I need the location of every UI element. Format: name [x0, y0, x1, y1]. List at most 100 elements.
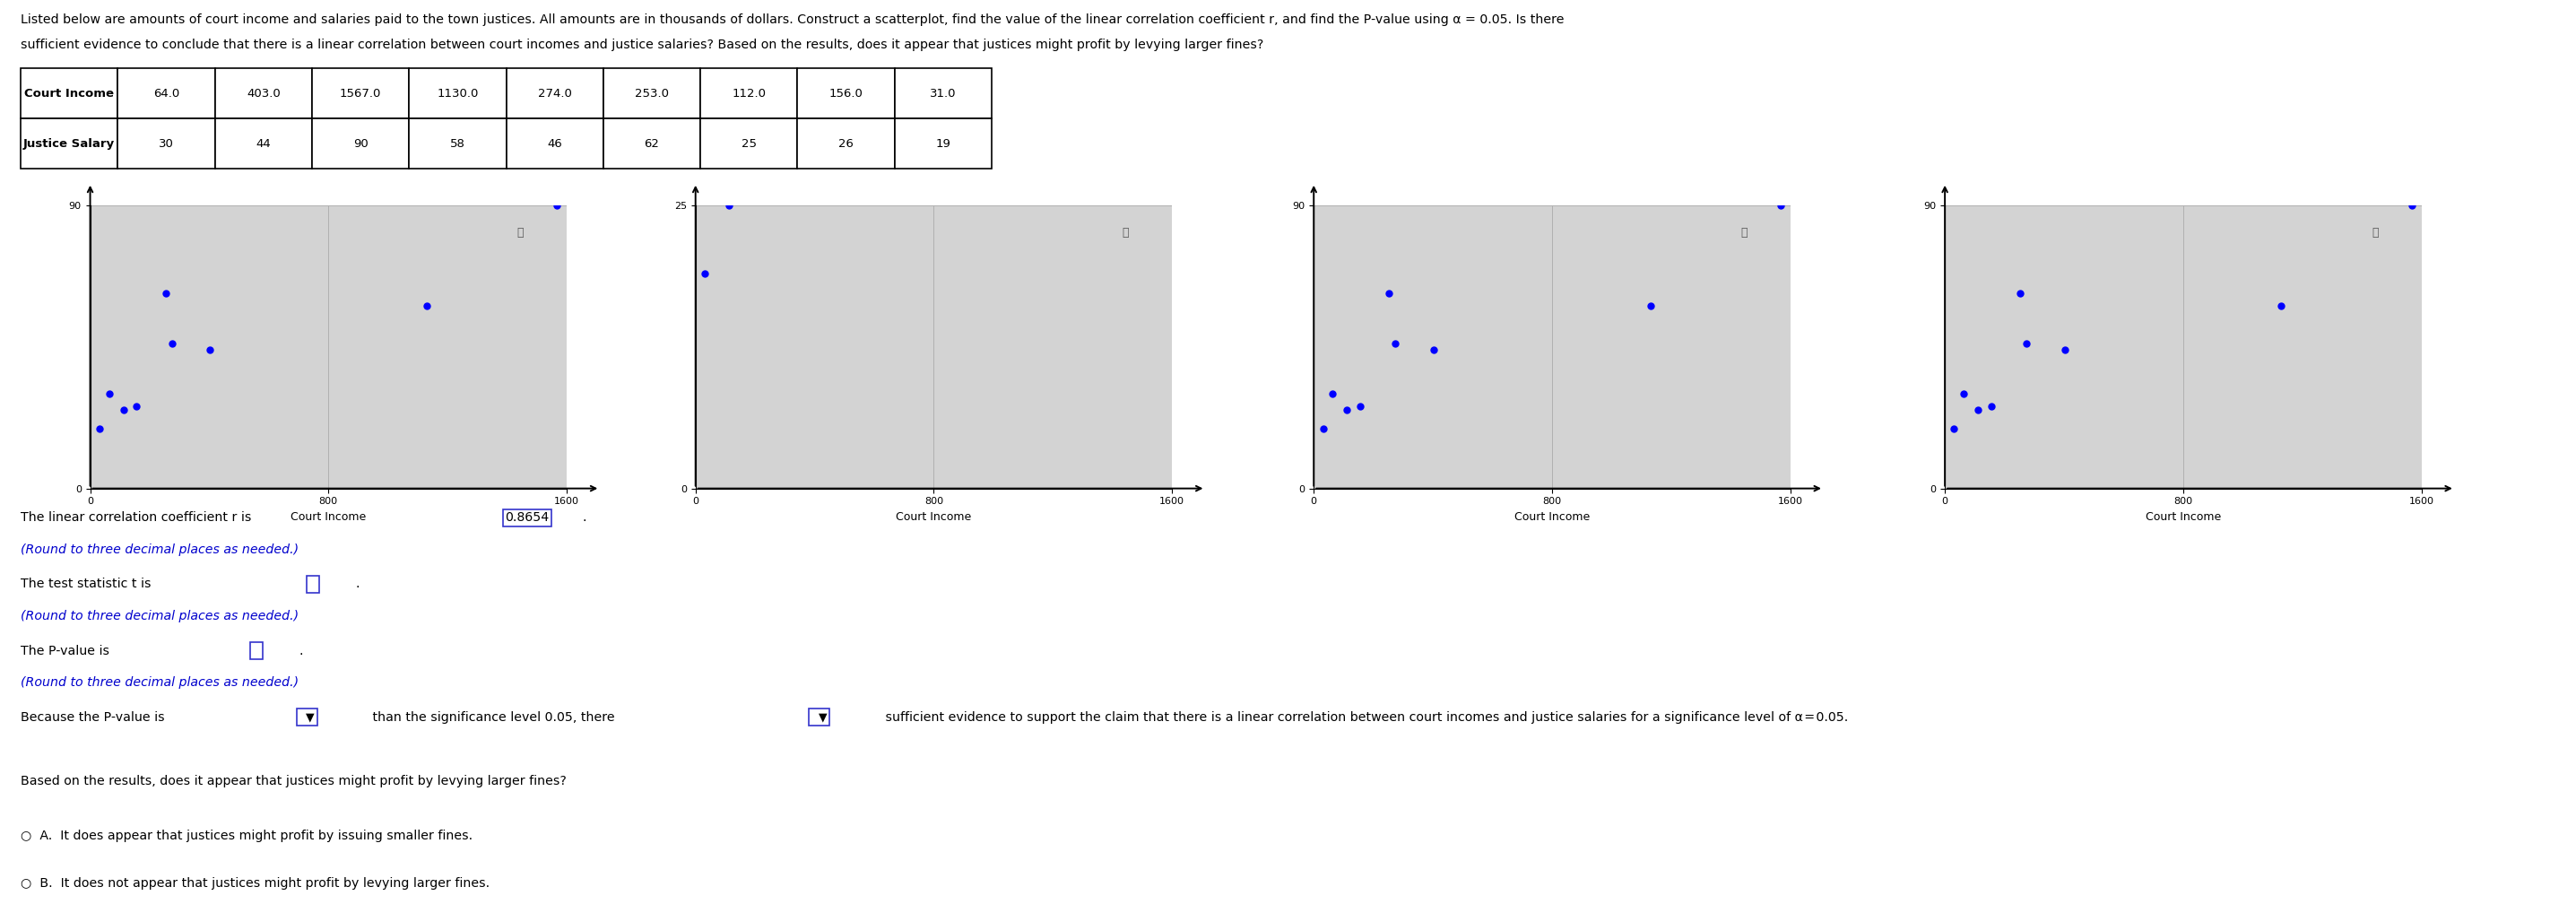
Point: [1935, 422, 1976, 436]
X-axis label: Court Income: Court Income: [291, 511, 366, 523]
Text: Based on the results, does it appear that justices might profit by levying large: Based on the results, does it appear tha…: [21, 775, 567, 788]
Text: 156.0: 156.0: [829, 88, 863, 100]
Circle shape: [1069, 213, 1182, 253]
Text: 90: 90: [353, 138, 368, 150]
Text: 19: 19: [935, 138, 951, 150]
Text: ○  A.  It does appear that justices might profit by issuing smaller fines.: ○ A. It does appear that justices might …: [21, 830, 471, 843]
Text: than the significance level 0.05, there: than the significance level 0.05, there: [368, 711, 618, 724]
Text: .: .: [299, 645, 304, 657]
Point: [693, 142, 734, 156]
Text: .: .: [355, 578, 361, 591]
Point: [1971, 399, 2012, 414]
Bar: [118, 68, 214, 119]
Point: [1999, 286, 2040, 300]
Text: ⤢: ⤢: [2372, 227, 2378, 238]
Text: 58: 58: [451, 138, 466, 150]
Bar: [505, 68, 603, 119]
Point: [1327, 403, 1368, 417]
Text: 25: 25: [742, 138, 757, 150]
Point: [116, 399, 157, 414]
Bar: [312, 119, 410, 169]
Text: 62: 62: [644, 138, 659, 150]
Text: (Round to three decimal places as needed.): (Round to three decimal places as needed…: [21, 543, 299, 556]
Text: ⤢: ⤢: [518, 227, 523, 238]
Text: .: .: [582, 511, 587, 524]
Point: [1303, 422, 1345, 436]
Bar: [799, 119, 894, 169]
Text: 31.0: 31.0: [930, 88, 956, 100]
Bar: [894, 68, 992, 119]
Text: sufficient evidence to conclude that there is a linear correlation between court: sufficient evidence to conclude that the…: [21, 38, 1265, 51]
Text: Court Income: Court Income: [23, 88, 113, 100]
Point: [2007, 337, 2048, 352]
Text: Justice Salary: Justice Salary: [23, 138, 116, 150]
Point: [1759, 198, 1801, 213]
Bar: [410, 68, 505, 119]
Text: 253.0: 253.0: [634, 88, 670, 100]
Text: Listed below are amounts of court income and salaries paid to the town justices.: Listed below are amounts of court income…: [21, 14, 1564, 26]
Bar: [603, 68, 701, 119]
Bar: [894, 119, 992, 169]
Point: [144, 286, 185, 300]
Point: [2045, 342, 2087, 357]
Point: [103, 403, 144, 417]
Text: 26: 26: [840, 138, 853, 150]
Text: The P-value is: The P-value is: [21, 645, 113, 657]
Bar: [214, 119, 312, 169]
Point: [80, 422, 121, 436]
Text: ▼: ▼: [811, 711, 827, 723]
Circle shape: [464, 213, 577, 253]
Bar: [21, 68, 118, 119]
Point: [88, 387, 129, 402]
Text: 274.0: 274.0: [538, 88, 572, 100]
Point: [1958, 403, 1999, 417]
Point: [152, 337, 193, 352]
Bar: [312, 68, 410, 119]
Text: (Round to three decimal places as needed.): (Round to three decimal places as needed…: [21, 677, 299, 689]
Text: 64.0: 64.0: [152, 88, 180, 100]
Point: [1340, 399, 1381, 414]
Point: [407, 299, 448, 313]
Point: [1414, 342, 1455, 357]
Bar: [701, 119, 799, 169]
Point: [1311, 387, 1352, 402]
Circle shape: [1687, 213, 1801, 253]
Text: 112.0: 112.0: [732, 88, 765, 100]
Point: [191, 342, 232, 357]
Bar: [118, 119, 214, 169]
Text: 44: 44: [255, 138, 270, 150]
X-axis label: Court Income: Court Income: [896, 511, 971, 523]
Text: Because the P-value is: Because the P-value is: [21, 711, 167, 724]
Text: ⤢: ⤢: [1123, 227, 1128, 238]
Point: [1368, 286, 1409, 300]
X-axis label: Court Income: Court Income: [2146, 511, 2221, 523]
Point: [2391, 198, 2432, 213]
Point: [708, 198, 750, 213]
Point: [1631, 299, 1672, 313]
Bar: [21, 119, 118, 169]
Bar: [214, 68, 312, 119]
Point: [1376, 337, 1417, 352]
Bar: [410, 119, 505, 169]
Point: [536, 198, 577, 213]
Text: 46: 46: [546, 138, 562, 150]
Text: ▼: ▼: [299, 711, 314, 723]
Bar: [701, 68, 799, 119]
Text: 1567.0: 1567.0: [340, 88, 381, 100]
X-axis label: Court Income: Court Income: [1515, 511, 1589, 523]
Text: 0.8654: 0.8654: [505, 511, 549, 524]
Bar: [799, 68, 894, 119]
Point: [685, 266, 726, 280]
Point: [1942, 387, 1984, 402]
Text: (Round to three decimal places as needed.): (Round to three decimal places as needed…: [21, 610, 299, 623]
Text: ○  B.  It does not appear that justices might profit by levying larger fines.: ○ B. It does not appear that justices mi…: [21, 877, 489, 890]
Text: 30: 30: [160, 138, 173, 150]
Text: ⤢: ⤢: [1741, 227, 1747, 238]
Text: sufficient evidence to support the claim that there is a linear correlation betw: sufficient evidence to support the claim…: [881, 711, 1847, 724]
Text: 403.0: 403.0: [247, 88, 281, 100]
Text: 1130.0: 1130.0: [438, 88, 479, 100]
Text: The test statistic t is: The test statistic t is: [21, 578, 155, 591]
Circle shape: [2318, 213, 2432, 253]
Point: [721, 187, 762, 202]
Bar: [505, 119, 603, 169]
